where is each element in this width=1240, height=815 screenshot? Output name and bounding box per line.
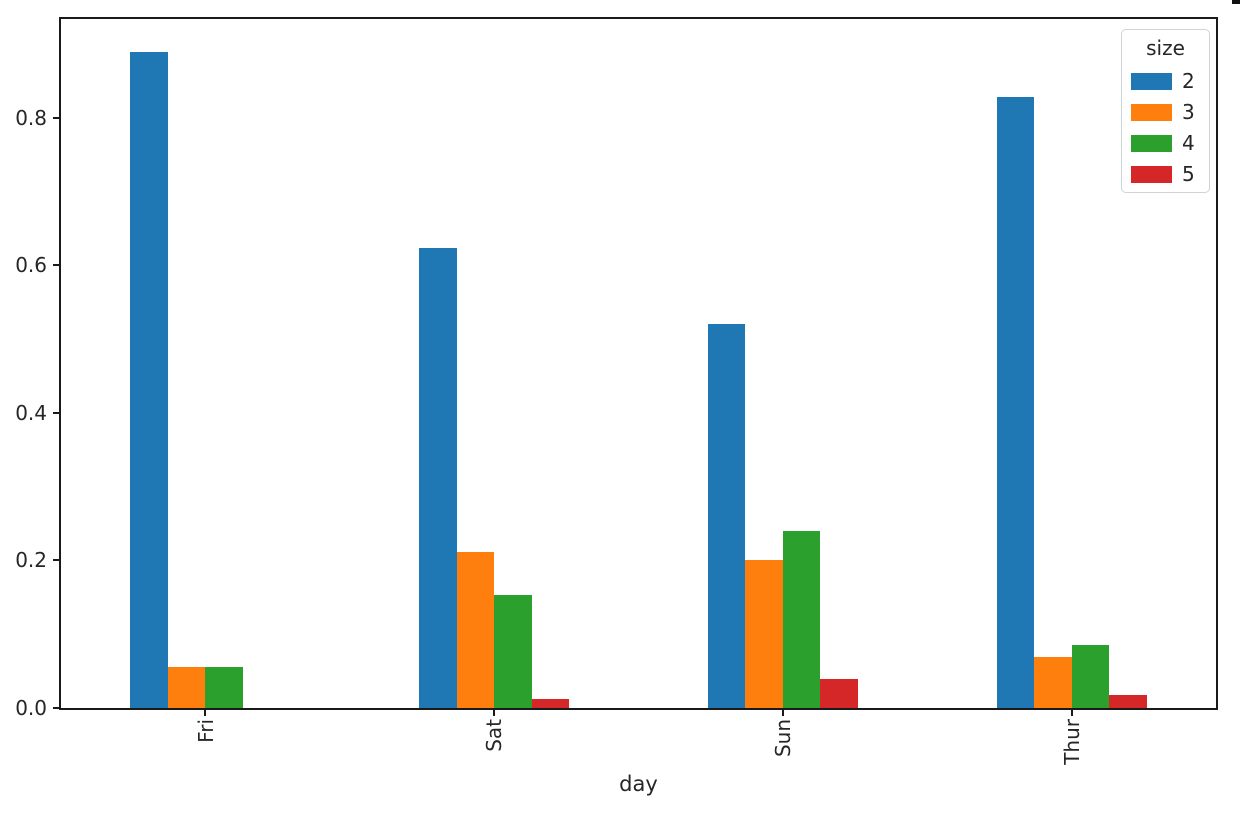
y-tick-mark bbox=[53, 411, 59, 414]
legend-label: 2 bbox=[1182, 69, 1195, 93]
legend-label: 5 bbox=[1182, 162, 1195, 186]
legend-label: 3 bbox=[1182, 100, 1195, 124]
bar-sat-size-3 bbox=[456, 551, 495, 708]
bar-thur-size-3 bbox=[1034, 657, 1072, 708]
bar-sat-size-2 bbox=[419, 247, 457, 708]
x-tick-mark bbox=[781, 710, 784, 716]
bar-fri-size-4 bbox=[205, 666, 243, 708]
legend-item-size-5: 5 bbox=[1131, 163, 1200, 185]
bar-thur-size-4 bbox=[1071, 644, 1110, 708]
y-tick-mark bbox=[53, 264, 59, 267]
legend-swatch-icon bbox=[1131, 72, 1172, 90]
x-axis-label: day bbox=[619, 772, 658, 796]
y-tick-mark bbox=[53, 559, 59, 562]
screen-corner-artifact bbox=[1232, 0, 1240, 4]
legend-label: 4 bbox=[1182, 131, 1195, 155]
bar-sun-size-2 bbox=[707, 324, 746, 708]
bar-sun-size-3 bbox=[745, 560, 783, 708]
x-tick-mark bbox=[1070, 710, 1073, 716]
y-tick-label: 0.0 bbox=[15, 696, 47, 720]
bar-thur-size-2 bbox=[996, 97, 1035, 708]
y-tick-mark bbox=[53, 116, 59, 119]
legend: size 2 3 4 5 bbox=[1121, 29, 1210, 193]
y-tick-label: 0.2 bbox=[15, 548, 47, 573]
y-tick-label: 0.8 bbox=[15, 105, 47, 130]
legend-item-size-2: 2 bbox=[1131, 70, 1200, 92]
x-tick-label-sun: Sun bbox=[770, 719, 795, 758]
bar-thur-size-5 bbox=[1109, 695, 1147, 708]
bar-sat-size-4 bbox=[494, 595, 532, 708]
x-tick-label-sat: Sat bbox=[482, 719, 507, 752]
y-tick-label: 0.6 bbox=[15, 253, 47, 278]
x-tick-mark bbox=[493, 710, 496, 716]
y-tick-label: 0.4 bbox=[15, 400, 47, 425]
legend-swatch-icon bbox=[1131, 134, 1172, 152]
x-tick-label-thur: Thur bbox=[1059, 719, 1084, 765]
legend-item-size-4: 4 bbox=[1131, 132, 1200, 154]
legend-swatch-icon bbox=[1131, 165, 1172, 183]
plot-area bbox=[59, 17, 1218, 710]
bar-sun-size-5 bbox=[820, 678, 858, 708]
bar-fri-size-2 bbox=[130, 52, 168, 708]
legend-item-size-3: 3 bbox=[1131, 101, 1200, 123]
y-tick-mark bbox=[53, 707, 59, 709]
x-tick-label-fri: Fri bbox=[193, 719, 218, 743]
bar-sun-size-4 bbox=[782, 530, 821, 708]
bar-sat-size-5 bbox=[531, 699, 570, 708]
legend-swatch-icon bbox=[1131, 103, 1172, 121]
bar-fri-size-3 bbox=[167, 666, 206, 708]
x-tick-mark bbox=[204, 710, 207, 716]
legend-title: size bbox=[1146, 36, 1185, 60]
legend-items: 2 3 4 5 bbox=[1131, 70, 1200, 185]
